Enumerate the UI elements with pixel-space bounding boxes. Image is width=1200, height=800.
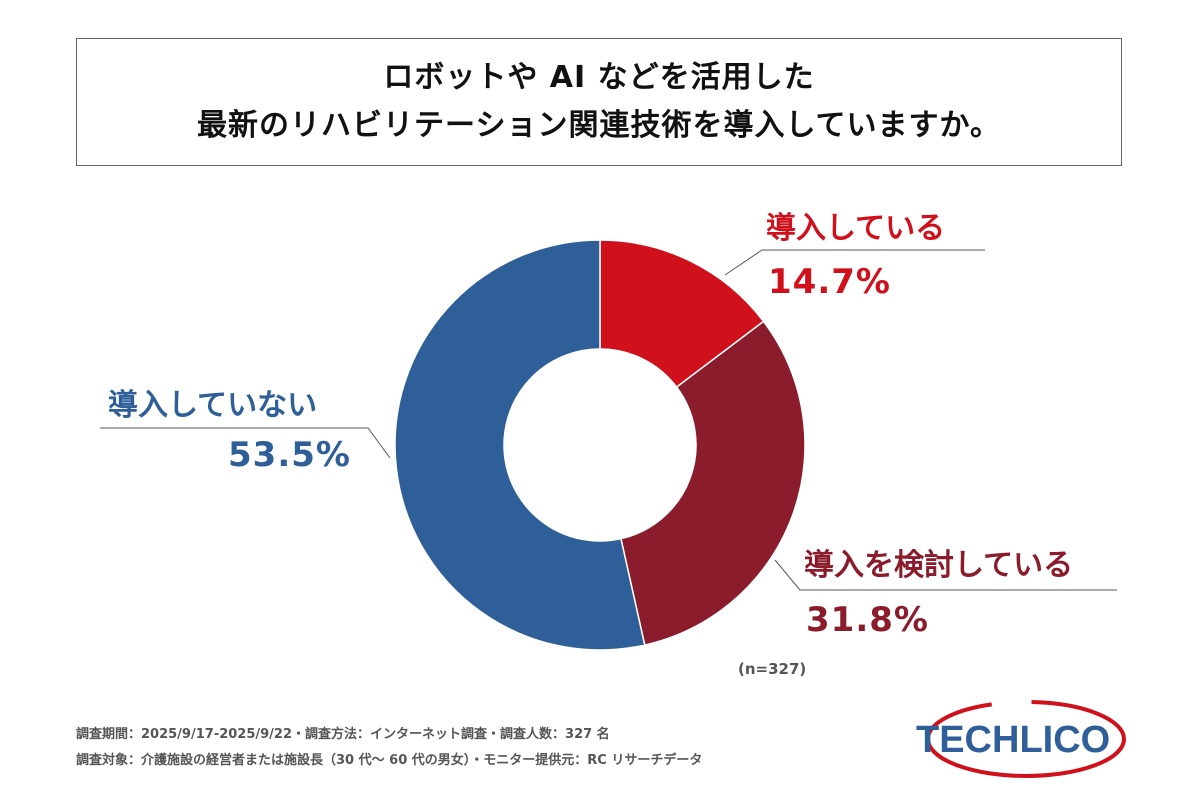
slice-value-considering: 31.8%: [806, 600, 929, 640]
chart-title-line2: 最新のリハビリテーション関連技術を導入していますか。: [197, 108, 1001, 143]
donut-slice-introduced: [599, 239, 765, 389]
slice-value-not-introduced: 53.5%: [228, 435, 351, 475]
slice-label-considering: 導入を検討している: [804, 548, 1074, 583]
slice-label-introduced: 導入している: [766, 211, 946, 246]
footer-survey-target: 調査対象：介護施設の経営者または施設長（30 代～ 60 代の男女）・モニター提…: [76, 753, 703, 768]
techlico-logo: TECHLICO: [916, 700, 1126, 778]
logo-text: TECHLICO: [916, 719, 1110, 761]
slice-label-not-introduced: 導入していない: [108, 388, 318, 423]
leader-line-introduced: [724, 249, 985, 276]
leader-line-considering: [774, 559, 1117, 591]
leader-line-not-introduced: [100, 427, 391, 459]
title-box: ロボットや AI などを活用した 最新のリハビリテーション関連技術を導入していま…: [76, 38, 1122, 166]
slice-value-introduced: 14.7%: [768, 262, 891, 302]
donut-slice-considering: [620, 320, 806, 646]
chart-title-line1: ロボットや AI などを活用した: [383, 60, 815, 95]
sample-size: (n=327): [738, 660, 807, 678]
footer-survey-info: 調査期間：2025/9/17-2025/9/22・調査方法：インターネット調査・…: [76, 727, 610, 742]
donut-slice-not-introduced: [394, 239, 646, 651]
